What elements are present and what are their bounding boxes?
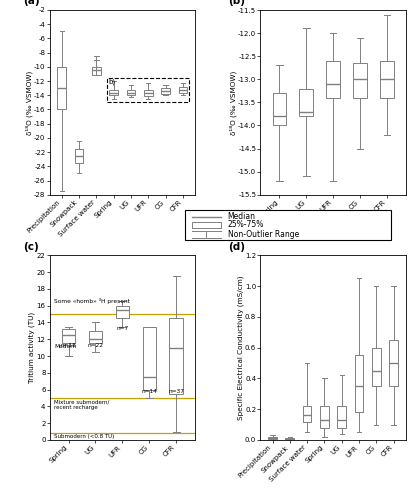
PathPatch shape xyxy=(57,67,66,110)
PathPatch shape xyxy=(115,306,129,318)
Text: b): b) xyxy=(108,78,115,85)
Y-axis label: δ¹⁸O (‰ VSMOW): δ¹⁸O (‰ VSMOW) xyxy=(25,70,33,134)
PathPatch shape xyxy=(354,356,363,412)
PathPatch shape xyxy=(75,148,83,163)
Text: Non-Outlier Range: Non-Outlier Range xyxy=(227,230,298,239)
PathPatch shape xyxy=(319,406,328,427)
PathPatch shape xyxy=(371,348,380,386)
PathPatch shape xyxy=(142,326,156,390)
Bar xyxy=(192,222,220,228)
PathPatch shape xyxy=(109,90,118,96)
Text: n=37: n=37 xyxy=(168,389,184,394)
Text: Some «homb» ³H present: Some «homb» ³H present xyxy=(54,298,130,304)
Text: 25%-75%: 25%-75% xyxy=(227,220,263,230)
PathPatch shape xyxy=(352,63,366,98)
Text: Mixture submodern/
recent recharge: Mixture submodern/ recent recharge xyxy=(54,400,109,410)
PathPatch shape xyxy=(62,329,75,344)
Bar xyxy=(185,210,391,240)
PathPatch shape xyxy=(88,331,102,344)
PathPatch shape xyxy=(337,406,345,427)
PathPatch shape xyxy=(92,67,100,76)
PathPatch shape xyxy=(161,88,169,94)
Text: Modern: Modern xyxy=(54,344,76,350)
Text: Submodern (<0.8 TU): Submodern (<0.8 TU) xyxy=(54,434,114,438)
Text: n=22: n=22 xyxy=(87,342,103,347)
PathPatch shape xyxy=(126,90,135,96)
Text: (b): (b) xyxy=(228,0,245,6)
Bar xyxy=(107,78,189,102)
Text: n=18: n=18 xyxy=(60,342,76,347)
Text: (d): (d) xyxy=(228,242,245,252)
Text: Median: Median xyxy=(227,212,255,221)
PathPatch shape xyxy=(299,88,312,116)
PathPatch shape xyxy=(379,61,393,98)
PathPatch shape xyxy=(302,406,311,421)
PathPatch shape xyxy=(388,340,397,386)
PathPatch shape xyxy=(144,90,152,96)
Text: (a): (a) xyxy=(24,0,40,6)
Text: n=14: n=14 xyxy=(141,389,157,394)
Text: (c): (c) xyxy=(24,242,39,252)
PathPatch shape xyxy=(325,61,339,98)
Text: n=7: n=7 xyxy=(116,326,128,331)
PathPatch shape xyxy=(169,318,183,394)
Y-axis label: Specific Electrical Conductivity (mS/cm): Specific Electrical Conductivity (mS/cm) xyxy=(237,276,243,420)
Y-axis label: δ¹⁸O (‰ VSMOW): δ¹⁸O (‰ VSMOW) xyxy=(228,70,236,134)
Y-axis label: Tritium activity (TU): Tritium activity (TU) xyxy=(28,312,35,383)
PathPatch shape xyxy=(268,437,276,439)
PathPatch shape xyxy=(285,438,293,440)
PathPatch shape xyxy=(272,93,285,126)
PathPatch shape xyxy=(178,88,187,93)
